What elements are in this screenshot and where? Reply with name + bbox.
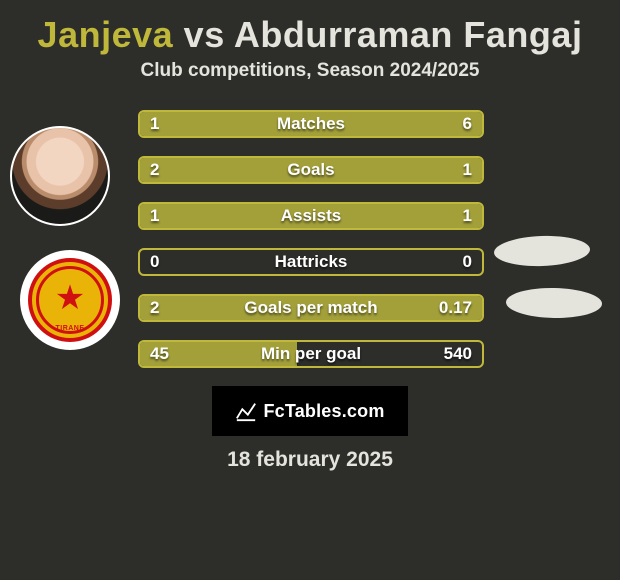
snapshot-date: 18 february 2025 bbox=[0, 448, 620, 472]
bar-fill-left bbox=[140, 296, 414, 320]
stat-value-right: 540 bbox=[444, 342, 472, 366]
bar-fill-left bbox=[140, 158, 362, 182]
stat-rows: 1Matches6 2Goals1 1Assists1 0Hattricks0 2Goa… bbox=[138, 110, 484, 368]
stat-row: 1Assists1 bbox=[138, 202, 484, 230]
player-b-avatar: ★ TIRANE bbox=[20, 250, 120, 350]
stat-row: 1Matches6 bbox=[138, 110, 484, 138]
bar-fill-right bbox=[362, 158, 482, 182]
stat-row: 2Goals1 bbox=[138, 156, 484, 184]
comparison-area: ★ TIRANE 1Matches6 2Goals1 1Assists1 0Hattr… bbox=[0, 110, 620, 368]
badge-text: TIRANE bbox=[55, 325, 84, 332]
bar-fill-right bbox=[202, 112, 482, 136]
club-badge: ★ TIRANE bbox=[28, 258, 112, 342]
chart-icon bbox=[235, 400, 257, 422]
brand-badge: FcTables.com bbox=[212, 386, 408, 436]
bar-fill-right bbox=[414, 296, 482, 320]
bar-fill-left bbox=[140, 112, 202, 136]
bar-fill-left bbox=[140, 342, 297, 366]
decorative-ellipse-top bbox=[494, 234, 591, 267]
stat-row: 2Goals per match0.17 bbox=[138, 294, 484, 322]
stat-row: 45Min per goal540 bbox=[138, 340, 484, 368]
bar-fill-right bbox=[311, 204, 482, 228]
player-a-avatar bbox=[10, 126, 110, 226]
bar-fill-left bbox=[140, 204, 311, 228]
stat-value-right: 0 bbox=[463, 250, 472, 274]
stat-label: Hattricks bbox=[140, 250, 482, 274]
page-title: Janjeva vs Abdurraman Fangaj bbox=[0, 0, 620, 60]
decorative-ellipse-bottom bbox=[506, 287, 603, 319]
title-vs: vs bbox=[184, 14, 225, 55]
title-player-a: Janjeva bbox=[38, 14, 174, 55]
brand-text: FcTables.com bbox=[263, 401, 384, 422]
badge-star-icon: ★ bbox=[55, 281, 85, 315]
stat-value-left: 0 bbox=[150, 250, 159, 274]
stat-row: 0Hattricks0 bbox=[138, 248, 484, 276]
title-player-b: Abdurraman Fangaj bbox=[234, 14, 583, 55]
subtitle: Club competitions, Season 2024/2025 bbox=[0, 60, 620, 110]
